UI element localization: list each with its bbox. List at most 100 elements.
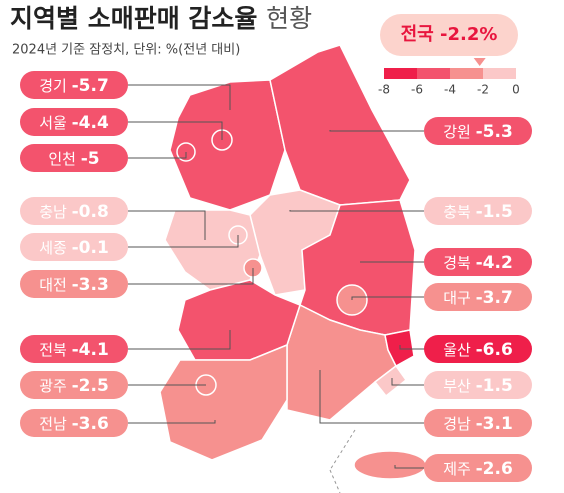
- region-name: 제주: [443, 460, 471, 478]
- region-value: -1.5: [476, 202, 513, 222]
- leader-line: [289, 210, 424, 212]
- region-name: 부산: [443, 377, 471, 395]
- region-label: 경기 -5.7: [39, 76, 109, 96]
- region-name: 충남: [39, 203, 67, 221]
- label-box: [424, 117, 532, 145]
- region-name: 경북: [443, 254, 471, 272]
- region-label: 서울 -4.4: [39, 113, 109, 133]
- leader-line: [329, 130, 424, 132]
- region: [353, 450, 427, 480]
- region-value: -6.6: [476, 340, 513, 360]
- legend-tick-label: -8: [378, 83, 390, 97]
- region-label: 광주 -2.5: [39, 376, 109, 396]
- label-box: [424, 335, 532, 363]
- legend-tick-label: -6: [411, 83, 423, 97]
- label-box: [424, 454, 532, 482]
- leader-line: [128, 152, 187, 159]
- region-label: 경남 -3.1: [443, 414, 513, 434]
- leader-line: [128, 330, 231, 350]
- region-name: 광주: [39, 377, 67, 395]
- region-value: -5.3: [476, 122, 513, 142]
- region: [159, 343, 288, 461]
- label-box: [20, 335, 128, 363]
- region: [269, 44, 411, 206]
- national-value: -2.2%: [440, 24, 497, 45]
- label-box: [20, 270, 128, 298]
- region-value: -3.7: [476, 288, 513, 308]
- region-label: 제주 -2.6: [443, 459, 513, 479]
- legend-swatch: [417, 68, 450, 79]
- label-box: [424, 248, 532, 276]
- legend-tick-label: -2: [477, 83, 489, 97]
- leader-line: [128, 420, 216, 424]
- region-name: 세종: [39, 239, 67, 257]
- region-value: -3.1: [476, 414, 513, 434]
- label-box: [20, 108, 128, 136]
- region-name: 강원: [443, 123, 471, 141]
- label-box: [20, 409, 128, 437]
- leader-line: [394, 465, 424, 469]
- region-label: 대구 -3.7: [443, 288, 513, 308]
- leader-line: [399, 345, 424, 350]
- region-value: -5.7: [72, 76, 109, 96]
- region-label: 부산 -1.5: [443, 376, 513, 396]
- region: [373, 364, 408, 398]
- national-badge: [380, 14, 518, 56]
- region-label: 세종 -0.1: [39, 238, 109, 258]
- region-name: 울산: [443, 341, 471, 359]
- leader-line: [128, 210, 206, 240]
- title-main: 지역별 소매판매 감소율: [10, 4, 257, 33]
- region-label: 경북 -4.2: [443, 253, 513, 273]
- region-value: -3.6: [72, 414, 109, 434]
- legend-tick-label: -4: [444, 83, 456, 97]
- leader-lines: [128, 84, 424, 469]
- title-suffix: 현황: [266, 4, 312, 33]
- region: [177, 279, 301, 361]
- national-marker: [473, 58, 486, 66]
- legend: -8 -6 -4 -2 0: [378, 58, 520, 97]
- region-value: -4.4: [72, 113, 109, 133]
- leader-line: [319, 370, 424, 424]
- region-value: -4.2: [476, 253, 513, 273]
- region-label: 전북 -4.1: [39, 340, 109, 360]
- region-name: 인천: [48, 150, 76, 168]
- legend-swatch: [384, 68, 417, 79]
- label-box: [20, 233, 128, 261]
- label-box: [424, 409, 532, 437]
- title: 지역별 소매판매 감소율 현황: [10, 4, 312, 33]
- legend-swatch: [483, 68, 516, 79]
- subtitle: 2024년 기준 잠정치, 단위: %(전년 대비): [12, 43, 240, 58]
- region-label: 대전 -3.3: [39, 275, 109, 295]
- region-label: 충남 -0.8: [39, 202, 109, 222]
- region-name: 경남: [443, 415, 471, 433]
- region-value: -0.1: [72, 238, 109, 258]
- region-name: 서울: [39, 114, 67, 132]
- label-box: [20, 71, 128, 99]
- region-value: -1.5: [476, 376, 513, 396]
- region-value: -3.3: [72, 275, 109, 295]
- region-label: 강원 -5.3: [443, 122, 513, 142]
- region-value: -2.6: [476, 459, 513, 479]
- region-value: -5: [81, 149, 100, 169]
- leader-line: [128, 235, 239, 248]
- region-name: 대전: [39, 276, 67, 294]
- legend-swatch: [450, 68, 483, 79]
- region-name: 전남: [39, 415, 67, 433]
- region-name: 충북: [443, 203, 471, 221]
- leader-line: [128, 84, 231, 110]
- region-label: 충북 -1.5: [443, 202, 513, 222]
- region-name: 경기: [39, 77, 67, 95]
- label-box: [424, 371, 532, 399]
- region-value: -0.8: [72, 202, 109, 222]
- region-label: 울산 -6.6: [443, 340, 513, 360]
- label-box: [424, 283, 532, 311]
- leader-line: [128, 268, 254, 285]
- label-box: [20, 144, 128, 172]
- region-name: 전북: [39, 341, 67, 359]
- region-label: 인천 -5: [48, 149, 99, 169]
- region: [164, 209, 261, 291]
- region-label: 전남 -3.6: [39, 414, 109, 434]
- legend-tick-label: 0: [512, 83, 520, 97]
- national-label: 전국: [401, 24, 434, 45]
